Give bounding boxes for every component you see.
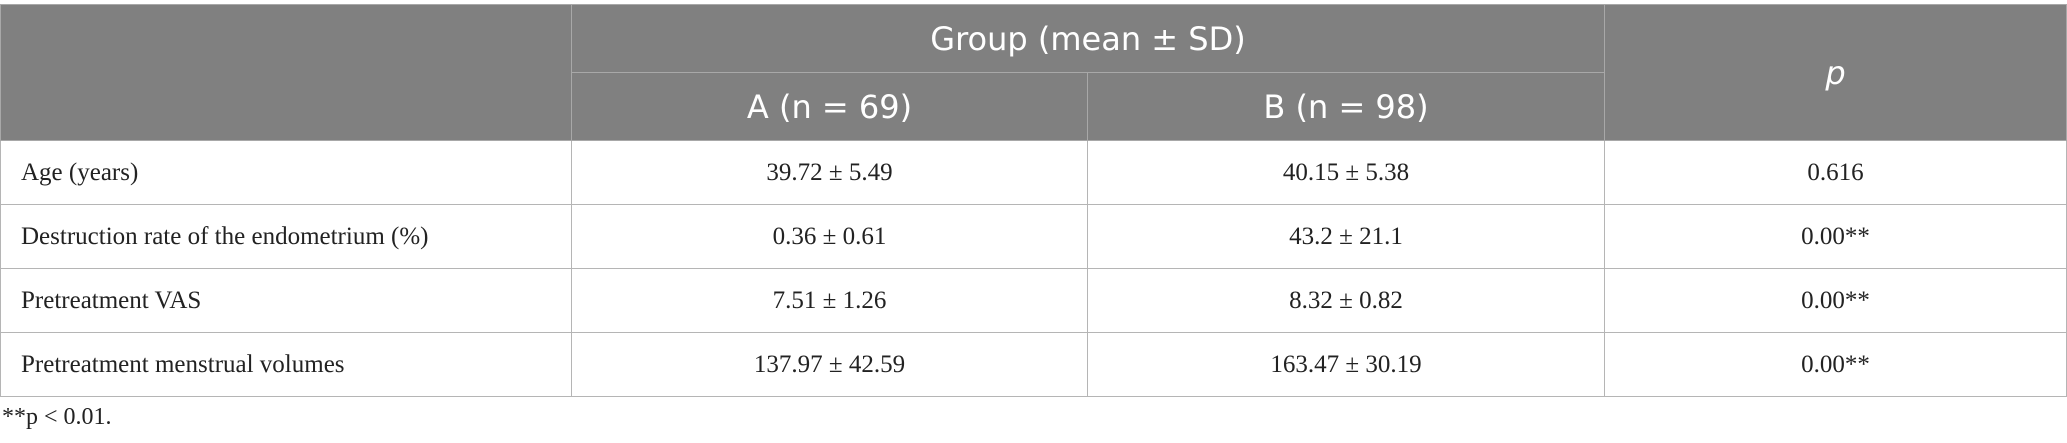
cell: 163.47 ± 30.19 — [1086, 332, 1606, 397]
column-header: B (n = 98) — [1086, 72, 1606, 141]
cell: 39.72 ± 5.49 — [571, 140, 1088, 205]
row-label: Pretreatment VAS — [0, 268, 572, 333]
cell: 40.15 ± 5.38 — [1086, 140, 1606, 205]
cell: 0.00** — [1604, 332, 2067, 397]
table-body: Age (years) 39.72 ± 5.49 40.15 ± 5.38 0.616… — [0, 140, 2067, 397]
table-row: Age (years) 39.72 ± 5.49 40.15 ± 5.38 0.616 — [0, 140, 2067, 205]
group-header: Group (mean ± SD) — [570, 4, 1606, 73]
cell: 7.51 ± 1.26 — [571, 268, 1088, 333]
cell: 0.616 — [1604, 140, 2067, 205]
table-row: Pretreatment menstrual volumes 137.97 ± 4… — [0, 332, 2067, 397]
cell: 0.00** — [1604, 204, 2067, 269]
data-table: Group (mean ± SD) p A (n = 69) B (n = 98… — [0, 4, 2067, 397]
cell: 43.2 ± 21.1 — [1086, 204, 1606, 269]
row-label: Age (years) — [0, 140, 572, 205]
column-header: A (n = 69) — [571, 72, 1088, 141]
table-row: Pretreatment VAS 7.51 ± 1.26 8.32 ± 0.82 0.… — [0, 268, 2067, 333]
footnote: **p < 0.01. — [2, 404, 112, 430]
cell: 137.97 ± 42.59 — [571, 332, 1088, 397]
table-row: Destruction rate of the endometrium (%) 0… — [0, 204, 2067, 269]
cell: 0.00** — [1604, 268, 2067, 333]
row-label: Destruction rate of the endometrium (%) — [0, 204, 572, 269]
header-empty — [0, 4, 572, 141]
row-label: Pretreatment menstrual volumes — [0, 332, 572, 397]
p-header: p — [1604, 4, 2067, 141]
cell: 8.32 ± 0.82 — [1086, 268, 1606, 333]
cell: 0.36 ± 0.61 — [571, 204, 1088, 269]
